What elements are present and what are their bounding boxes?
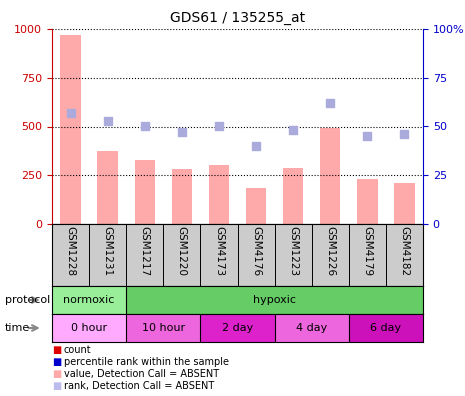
Text: GSM4173: GSM4173 <box>214 226 224 276</box>
Text: GSM4179: GSM4179 <box>362 226 372 276</box>
Text: 0 hour: 0 hour <box>71 323 107 333</box>
Bar <box>98 151 118 224</box>
Text: GSM4176: GSM4176 <box>251 226 261 276</box>
Bar <box>134 160 155 224</box>
Text: 6 day: 6 day <box>370 323 401 333</box>
Text: time: time <box>5 323 30 333</box>
Text: 4 day: 4 day <box>296 323 327 333</box>
Text: GSM1217: GSM1217 <box>140 226 150 276</box>
Text: hypoxic: hypoxic <box>253 295 296 305</box>
Text: ■: ■ <box>52 345 61 355</box>
Point <box>141 123 148 129</box>
Text: GSM4182: GSM4182 <box>399 226 410 276</box>
Point <box>104 118 112 124</box>
Bar <box>200 314 275 342</box>
Point <box>289 127 297 133</box>
Text: ■: ■ <box>52 381 61 391</box>
Point <box>364 133 371 139</box>
Bar <box>172 169 192 224</box>
Bar <box>52 314 126 342</box>
Text: normoxic: normoxic <box>63 295 115 305</box>
Bar <box>320 128 340 224</box>
Text: 10 hour: 10 hour <box>142 323 185 333</box>
Bar <box>394 183 415 224</box>
Text: GSM1223: GSM1223 <box>288 226 298 276</box>
Bar <box>126 314 200 342</box>
Text: ■: ■ <box>52 369 61 379</box>
Bar <box>349 314 423 342</box>
Point <box>67 110 74 116</box>
Bar <box>275 314 349 342</box>
Bar <box>60 35 81 224</box>
Point <box>178 129 186 135</box>
Text: protocol: protocol <box>5 295 50 305</box>
Text: GSM1228: GSM1228 <box>66 226 75 276</box>
Bar <box>209 164 229 224</box>
Text: percentile rank within the sample: percentile rank within the sample <box>64 357 229 367</box>
Bar <box>357 179 378 224</box>
Bar <box>246 188 266 224</box>
Point <box>326 100 334 106</box>
Text: GSM1220: GSM1220 <box>177 226 187 276</box>
Point <box>215 123 223 129</box>
Bar <box>283 168 303 224</box>
Point <box>401 131 408 137</box>
Point <box>252 143 260 149</box>
Title: GDS61 / 135255_at: GDS61 / 135255_at <box>170 11 305 25</box>
Text: rank, Detection Call = ABSENT: rank, Detection Call = ABSENT <box>64 381 214 391</box>
Text: ■: ■ <box>52 357 61 367</box>
Text: GSM1231: GSM1231 <box>103 226 113 276</box>
Bar <box>52 286 126 314</box>
Text: value, Detection Call = ABSENT: value, Detection Call = ABSENT <box>64 369 219 379</box>
Text: 2 day: 2 day <box>222 323 253 333</box>
Text: GSM1226: GSM1226 <box>325 226 335 276</box>
Text: count: count <box>64 345 91 355</box>
